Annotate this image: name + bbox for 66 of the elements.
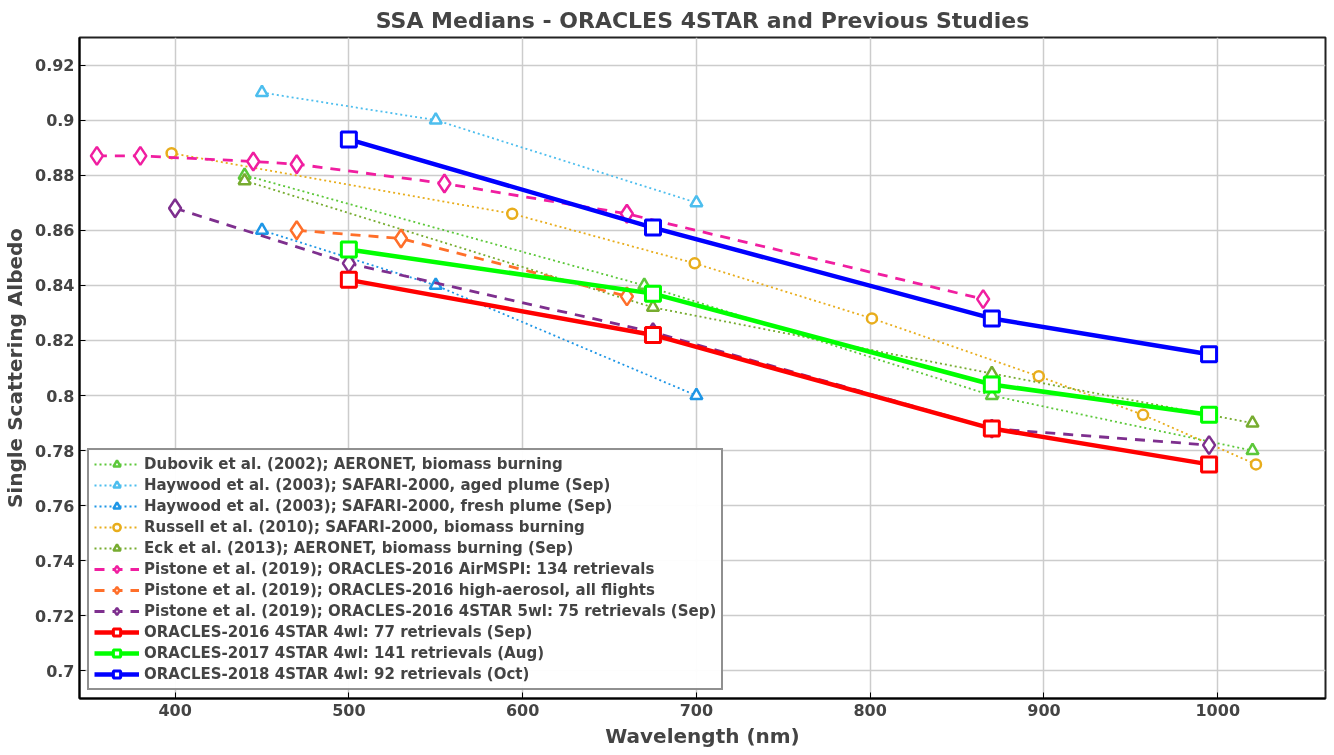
legend-label: Eck et al. (2013); AERONET, biomass burning (Sep): [144, 539, 574, 557]
legend-label: Russell et al. (2010); SAFARI-2000, biomass burning: [144, 518, 585, 536]
point: [982, 375, 1001, 394]
y-tick-label: 0.82: [35, 331, 75, 351]
legend-label: Dubovik et al. (2002); AERONET, biomass burning: [144, 455, 563, 473]
point: [688, 257, 701, 270]
y-tick-label: 0.7: [46, 661, 75, 681]
point: [89, 145, 105, 167]
legend-label: Haywood et al. (2003); SAFARI-2000, aged plume (Sep): [144, 476, 611, 494]
point: [505, 207, 519, 221]
point: [339, 240, 358, 259]
legend-label: Haywood et al. (2003); SAFARI-2000, fresh plume (Sep): [144, 497, 613, 515]
legend-label: ORACLES-2017 4STAR 4wl: 141 retrievals (Aug): [144, 644, 544, 662]
point: [254, 222, 270, 236]
x-tick-label: 700: [679, 700, 714, 720]
point: [1032, 370, 1046, 383]
chart-title: SSA Medians - ORACLES 4STAR and Previous Studies: [375, 7, 1030, 33]
y-tick-label: 0.92: [35, 56, 75, 76]
point: [167, 198, 183, 219]
x-tick-label: 900: [1027, 700, 1061, 720]
point: [1201, 434, 1217, 456]
legend-label: ORACLES-2018 4STAR 4wl: 92 retrievals (Oct): [144, 665, 530, 683]
y-tick-label: 0.84: [35, 276, 75, 296]
point: [1245, 414, 1260, 428]
x-tick-label: 1000: [1195, 700, 1241, 720]
x-tick-label: 600: [505, 700, 540, 720]
point: [1200, 345, 1219, 364]
point: [1136, 408, 1150, 422]
point: [982, 309, 1001, 328]
point: [1200, 405, 1219, 424]
y-tick-label: 0.74: [35, 551, 75, 571]
point: [289, 220, 304, 241]
point: [865, 312, 879, 325]
point: [643, 325, 662, 344]
point: [254, 84, 270, 98]
y-tick-label: 0.76: [35, 496, 75, 516]
point: [1200, 455, 1219, 474]
y-tick-label: 0.78: [35, 441, 75, 461]
legend-label: ORACLES-2016 4STAR 4wl: 77 retrievals (Sep): [144, 623, 533, 641]
point: [643, 218, 662, 237]
point: [393, 228, 409, 249]
x-tick-label: 800: [853, 700, 887, 720]
y-axis-title: Single Scattering Albedo: [3, 227, 28, 509]
x-axis-title: Wavelength (nm): [605, 723, 800, 748]
y-tick-label: 0.9: [46, 111, 75, 131]
point: [339, 270, 358, 289]
point: [1249, 458, 1263, 471]
y-tick-label: 0.72: [35, 606, 75, 626]
x-tick-label: 400: [158, 700, 192, 720]
legend-label: Pistone et al. (2019); ORACLES-2016 high-aerosol, all flights: [144, 581, 655, 599]
point: [246, 151, 261, 172]
y-tick-label: 0.8: [46, 386, 75, 406]
y-tick-label: 0.88: [35, 166, 75, 186]
point: [975, 288, 991, 310]
x-tick-label: 500: [332, 700, 366, 720]
point: [437, 173, 452, 194]
point: [1245, 442, 1260, 456]
legend-label: Pistone et al. (2019); ORACLES-2016 AirMSPI: 134 retrievals: [144, 560, 655, 578]
point: [339, 130, 358, 149]
point: [643, 284, 662, 303]
point: [428, 111, 443, 125]
y-tick-label: 0.86: [35, 221, 75, 241]
point: [689, 387, 704, 401]
point: [237, 172, 252, 186]
point: [689, 194, 704, 208]
legend-label: Pistone et al. (2019); ORACLES-2016 4STAR 5wl: 75 retrievals (Sep): [144, 602, 717, 620]
